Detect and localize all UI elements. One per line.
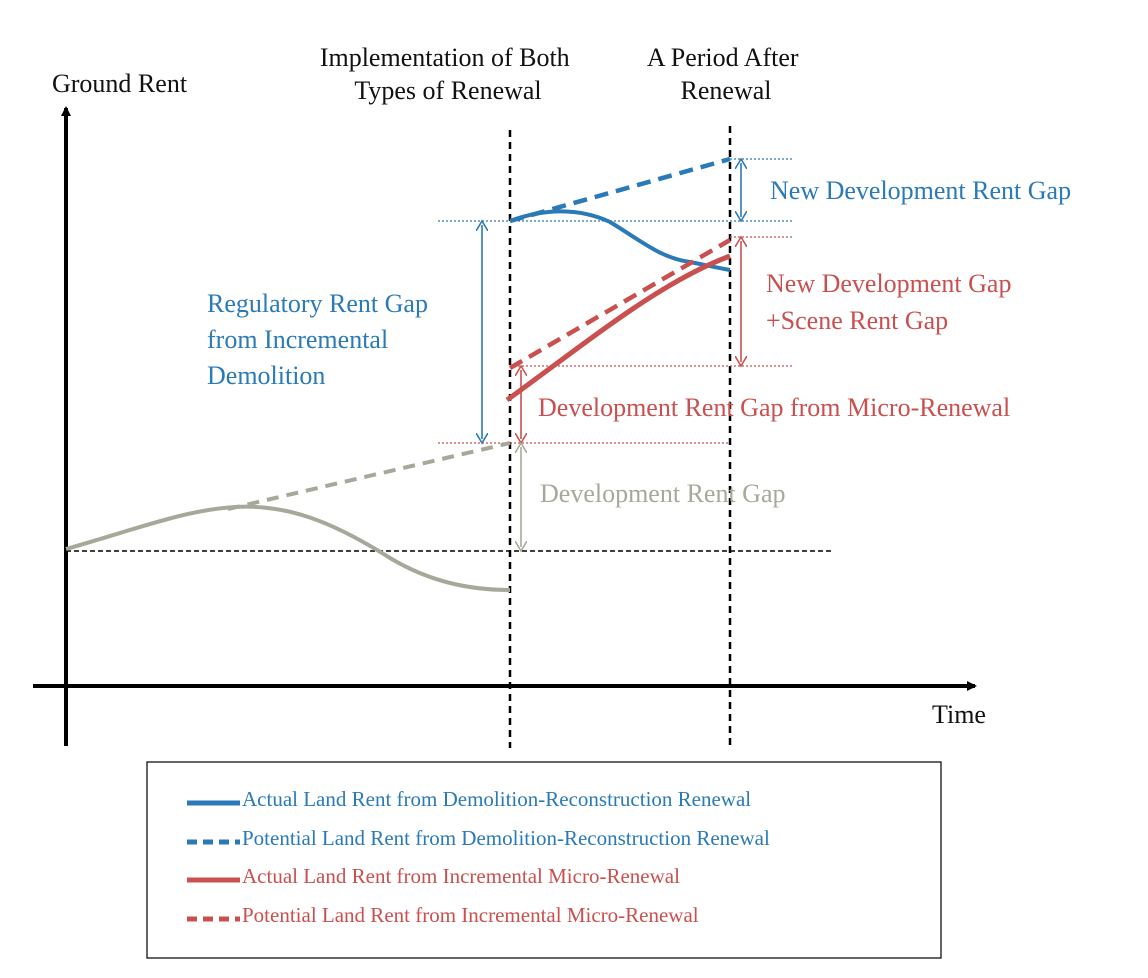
- y-axis-label: Ground Rent: [52, 69, 188, 98]
- legend-label-blue-dashed: Potential Land Rent from Demolition-Reco…: [242, 826, 770, 850]
- implementation-phase-line-1: Implementation of Both: [320, 43, 570, 72]
- legend: Actual Land Rent from Demolition-Reconst…: [146, 761, 942, 959]
- implementation-phase-line-2: Types of Renewal: [354, 76, 541, 105]
- x-axis-label: Time: [932, 700, 986, 729]
- new-dev-scene-gap-line-2: +Scene Rent Gap: [766, 306, 948, 335]
- after-renewal-phase-line-2: Renewal: [681, 76, 772, 105]
- red-potential-rent-line: [508, 238, 732, 370]
- red-actual-rent-curve: [505, 253, 731, 403]
- new-dev-scene-gap-line-1: New Development Gap: [766, 269, 1011, 298]
- regulatory-rent-gap-label: Regulatory Rent Gap from Incremental Dem…: [207, 289, 434, 390]
- blue-actual-rent-curve: [509, 209, 731, 272]
- implementation-phase-label: Implementation of Both Types of Renewal: [320, 43, 576, 105]
- new-development-rent-gap-label: New Development Rent Gap: [770, 176, 1071, 205]
- after-renewal-phase-label: A Period After Renewal: [647, 43, 805, 105]
- axes: [33, 106, 977, 746]
- gray-actual-rent-curve: [65, 504, 511, 592]
- new-development-scene-gap-label: New Development Gap +Scene Rent Gap: [766, 269, 1018, 335]
- gray-potential-rent-line: [227, 441, 511, 511]
- regulatory-gap-line-3: Demolition: [207, 361, 325, 390]
- after-renewal-phase-line-1: A Period After: [647, 43, 799, 72]
- legend-box: [146, 761, 942, 959]
- blue-potential-rent-line: [509, 156, 731, 224]
- development-rent-gap-label: Development Rent Gap: [540, 479, 786, 508]
- regulatory-gap-line-2: from Incremental: [207, 325, 388, 354]
- legend-label-red-dashed: Potential Land Rent from Incremental Mic…: [242, 903, 699, 927]
- legend-label-blue-solid: Actual Land Rent from Demolition-Reconst…: [242, 787, 751, 811]
- regulatory-gap-line-1: Regulatory Rent Gap: [207, 289, 428, 318]
- micro-renewal-gap-label: Development Rent Gap from Micro-Renewal: [538, 393, 1010, 422]
- legend-label-red-solid: Actual Land Rent from Incremental Micro-…: [242, 864, 680, 888]
